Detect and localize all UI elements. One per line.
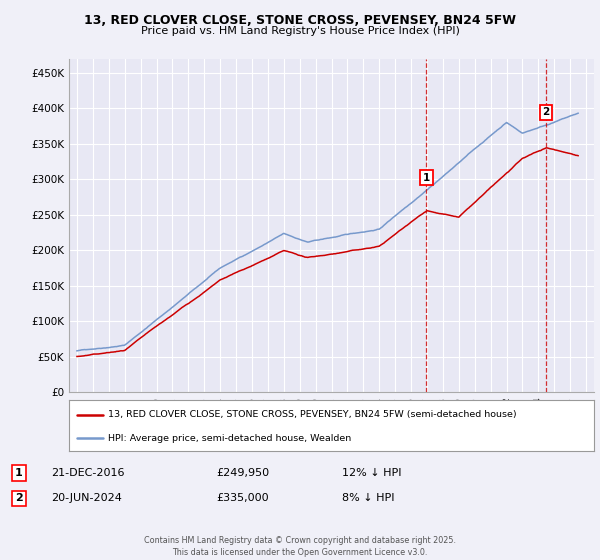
Text: 8% ↓ HPI: 8% ↓ HPI xyxy=(342,493,395,503)
Text: £335,000: £335,000 xyxy=(216,493,269,503)
Text: Price paid vs. HM Land Registry's House Price Index (HPI): Price paid vs. HM Land Registry's House … xyxy=(140,26,460,36)
Text: 13, RED CLOVER CLOSE, STONE CROSS, PEVENSEY, BN24 5FW: 13, RED CLOVER CLOSE, STONE CROSS, PEVEN… xyxy=(84,14,516,27)
Text: Contains HM Land Registry data © Crown copyright and database right 2025.
This d: Contains HM Land Registry data © Crown c… xyxy=(144,536,456,557)
Text: 20-JUN-2024: 20-JUN-2024 xyxy=(51,493,122,503)
Text: 2: 2 xyxy=(15,493,23,503)
Text: 2: 2 xyxy=(542,108,550,118)
Text: 13, RED CLOVER CLOSE, STONE CROSS, PEVENSEY, BN24 5FW (semi-detached house): 13, RED CLOVER CLOSE, STONE CROSS, PEVEN… xyxy=(109,410,517,419)
Text: 12% ↓ HPI: 12% ↓ HPI xyxy=(342,468,401,478)
Text: 21-DEC-2016: 21-DEC-2016 xyxy=(51,468,125,478)
Text: 1: 1 xyxy=(15,468,23,478)
Text: 1: 1 xyxy=(423,173,430,183)
Text: £249,950: £249,950 xyxy=(216,468,269,478)
Text: HPI: Average price, semi-detached house, Wealden: HPI: Average price, semi-detached house,… xyxy=(109,433,352,443)
